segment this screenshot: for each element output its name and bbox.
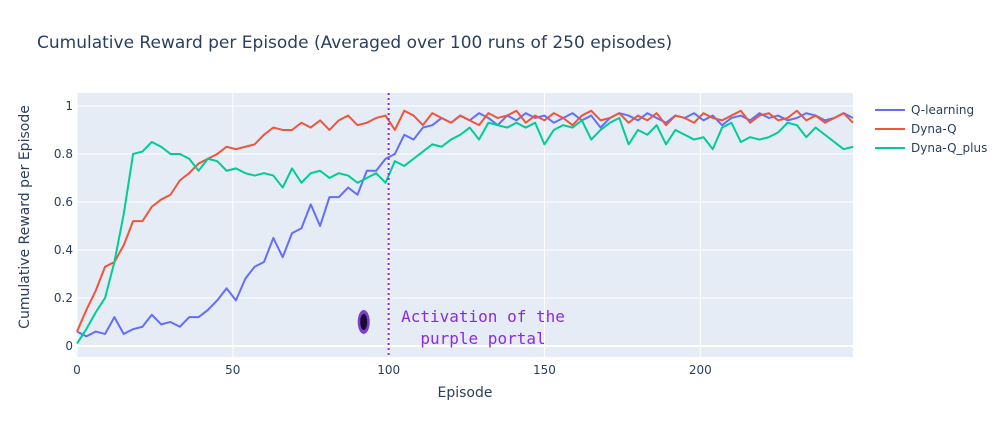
plot-background [77,93,853,357]
legend-label: Q-learning [911,103,974,117]
y-tick-label: 0.4 [54,243,73,257]
legend-label: Dyna-Q [911,122,957,136]
y-tick-label: 1 [65,99,73,113]
annotation-line-1: Activation of the [401,307,565,326]
y-tick-label: 0 [65,339,73,353]
y-tick-label: 0.8 [54,147,73,161]
x-tick-label: 150 [533,363,556,377]
x-tick-label: 50 [225,363,240,377]
chart-title: Cumulative Reward per Episode (Averaged … [37,33,672,53]
legend: Q-learning Dyna-Q Dyna-Q_plus [875,103,987,155]
purple-portal-icon-core [360,313,368,330]
gridlines [76,93,853,357]
x-axis-label: Episode [438,385,493,401]
x-tick-label: 200 [689,363,712,377]
series-line-dyna-q-plus [76,116,854,345]
tick-labels: 0 50 100 150 200 0 0.2 0.4 0.6 0.8 1 [54,99,712,377]
x-tick-label: 0 [73,363,81,377]
legend-label: Dyna-Q_plus [911,141,987,155]
y-axis-label: Cumulative Reward per Episode [17,105,33,329]
series-lines [76,93,854,357]
x-tick-label: 100 [377,363,400,377]
annotation-line-2: purple portal [420,329,545,348]
y-tick-label: 0.6 [54,195,73,209]
y-tick-label: 0.2 [54,291,73,305]
